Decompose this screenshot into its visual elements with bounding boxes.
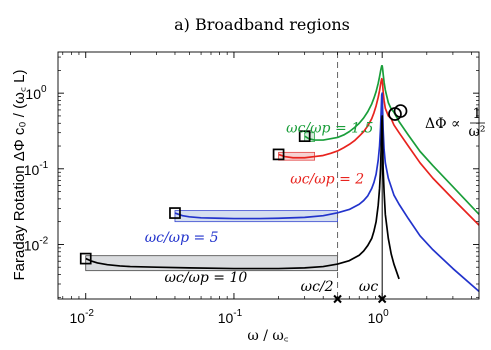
- scaling-annotation: ΔΦ ∝ 1 ω²: [425, 106, 486, 140]
- markers-layer: [79, 104, 408, 265]
- labels-layer: ωc/ωp = 1.5 ωc/ωp = 2 ωc/ωp = 5 ωc/ωp = 10 ω…: [145, 121, 387, 304]
- series-line-1: [304, 64, 480, 215]
- x-tick-label-1: 10-2: [69, 308, 94, 326]
- y-tick-label-3: 100: [25, 84, 47, 102]
- circle-marker-2: [393, 104, 408, 118]
- series-label-1: ωc/ωp = 1.5: [286, 121, 373, 137]
- series-line-4: [85, 115, 400, 280]
- bands-layer: [85, 132, 338, 272]
- half-cyclotron-cross: [333, 294, 342, 304]
- square-marker-1: [298, 130, 311, 143]
- cross-stroke-b: [377, 294, 387, 304]
- x-axis-label: ω / ω꜀: [247, 328, 288, 344]
- x-tick-label-2: 10-1: [218, 308, 243, 326]
- series-label-4: ωc/ωp = 10: [165, 270, 248, 286]
- square-marker-3: [169, 207, 181, 219]
- plot-area-frame: [57, 51, 480, 300]
- chart-title: a) Broadband regions: [174, 15, 350, 34]
- resonance-label: ωc: [359, 279, 378, 295]
- scaling-numerator: 1: [473, 106, 482, 122]
- series-layer: [85, 64, 480, 292]
- square-marker-4: [79, 252, 92, 265]
- half-cyclotron-label: ωc/2: [301, 279, 334, 295]
- cross-stroke-b: [333, 294, 342, 304]
- series-label-3: ωc/ωp = 5: [145, 230, 219, 246]
- scaling-lhs: ΔΦ ∝: [425, 116, 461, 132]
- series-line-2: [278, 77, 480, 226]
- series-label-2: ωc/ωp = 2: [290, 171, 364, 187]
- x-tick-label-3: 100: [368, 308, 390, 326]
- square-marker-2: [272, 148, 285, 161]
- scaling-denominator: ω²: [468, 124, 485, 140]
- resonance-cross: [377, 294, 387, 304]
- series-line-3: [174, 92, 480, 292]
- y-axis-label: Faraday Rotation ΔΦ c₀ / (ω꜀ L): [11, 69, 28, 280]
